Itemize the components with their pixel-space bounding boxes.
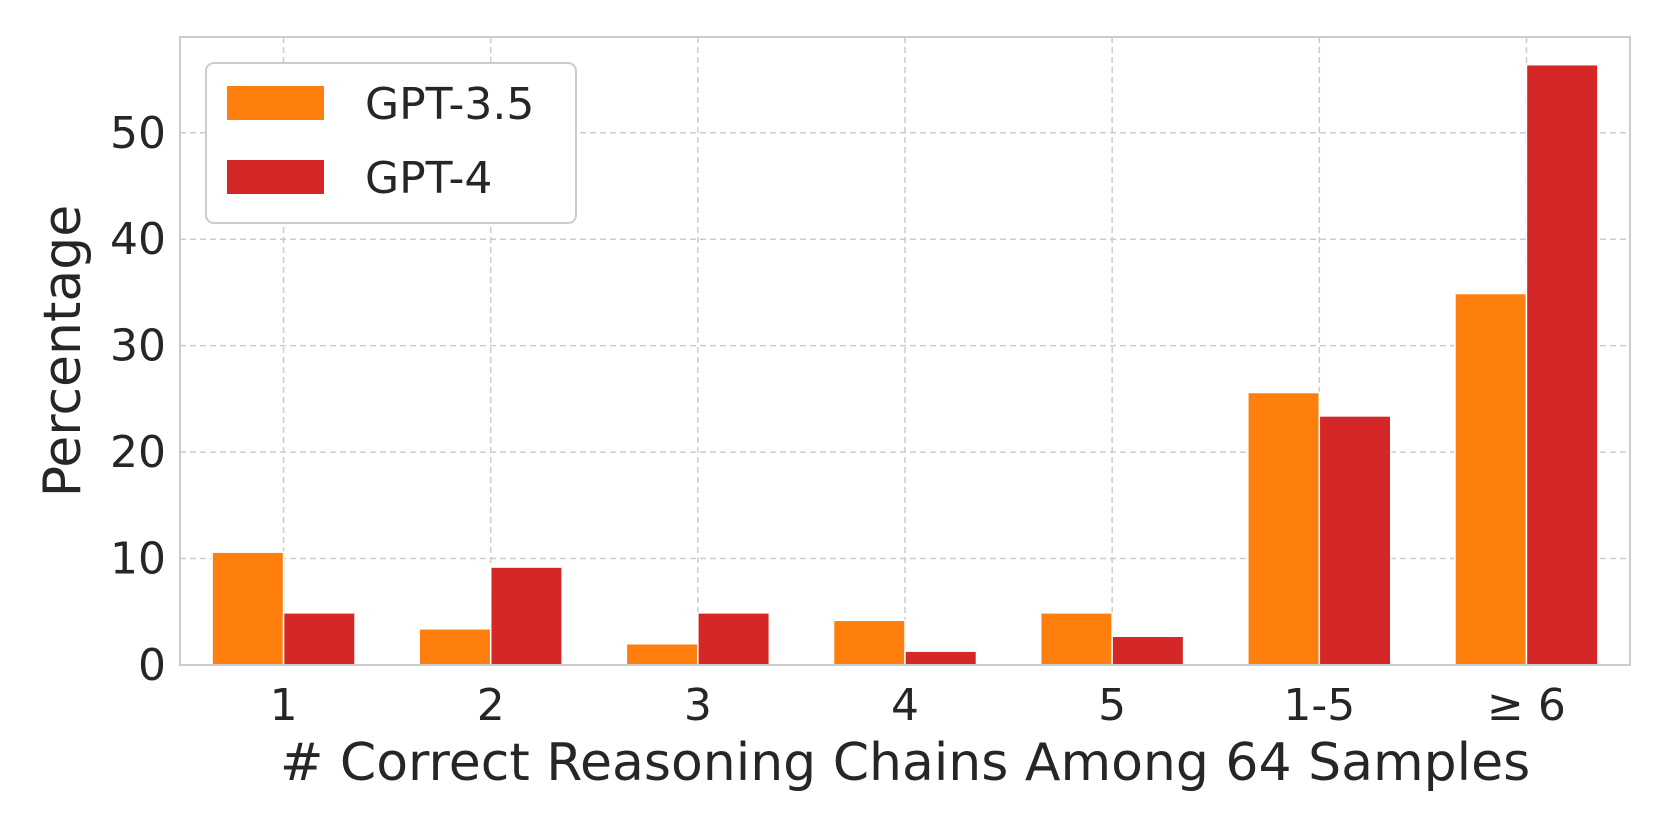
bar-gpt-3-5-1 <box>418 628 492 666</box>
x-tick-labels: 1 2 3 4 5 1-5 ≥ 6 <box>270 680 1566 731</box>
legend-label-gpt-3-5: GPT-3.5 <box>365 79 534 130</box>
bar-gpt-3-5-5 <box>1247 391 1321 666</box>
legend-label-gpt-4: GPT-4 <box>365 153 492 204</box>
bar-gpt-4-3 <box>904 650 978 666</box>
y-tick-label: 40 <box>110 214 166 265</box>
legend: GPT-3.5 GPT-4 <box>205 62 577 224</box>
bar-gpt-4-6 <box>1525 63 1599 666</box>
y-tick-label: 50 <box>110 108 166 159</box>
x-tick-label: 2 <box>477 680 505 731</box>
y-tick-labels: 0 10 20 30 40 50 <box>110 108 166 691</box>
bar-gpt-3-5-4 <box>1039 612 1113 666</box>
plot-frame <box>179 36 1631 666</box>
y-tick-label: 10 <box>110 534 166 585</box>
x-tick-label: ≥ 6 <box>1487 680 1566 731</box>
bars <box>211 63 1599 666</box>
x-tick-label: 5 <box>1098 680 1126 731</box>
y-tick-label: 0 <box>138 640 166 691</box>
bar-gpt-4-4 <box>1111 635 1185 666</box>
bar-gpt-3-5-2 <box>625 642 699 666</box>
x-tick-label: 3 <box>684 680 712 731</box>
legend-swatch-gpt-4 <box>227 160 324 194</box>
bar-gpt-4-0 <box>282 612 356 666</box>
y-tick-label: 30 <box>110 321 166 372</box>
x-tick-label: 1 <box>270 680 298 731</box>
bar-gpt-3-5-6 <box>1454 292 1528 666</box>
y-axis-title: Percentage <box>33 205 93 498</box>
x-tick-label: 4 <box>891 680 919 731</box>
x-tick-label: 1-5 <box>1283 680 1355 731</box>
x-axis-title: # Correct Reasoning Chains Among 64 Samp… <box>280 733 1530 793</box>
bar-gpt-4-2 <box>697 612 771 666</box>
bar-gpt-4-5 <box>1318 415 1392 666</box>
bar-gpt-3-5-0 <box>211 551 285 666</box>
bar-gpt-3-5-3 <box>832 619 906 666</box>
legend-swatch-gpt-3-5 <box>227 86 324 120</box>
y-tick-label: 20 <box>110 427 166 478</box>
bar-gpt-4-1 <box>489 566 563 666</box>
